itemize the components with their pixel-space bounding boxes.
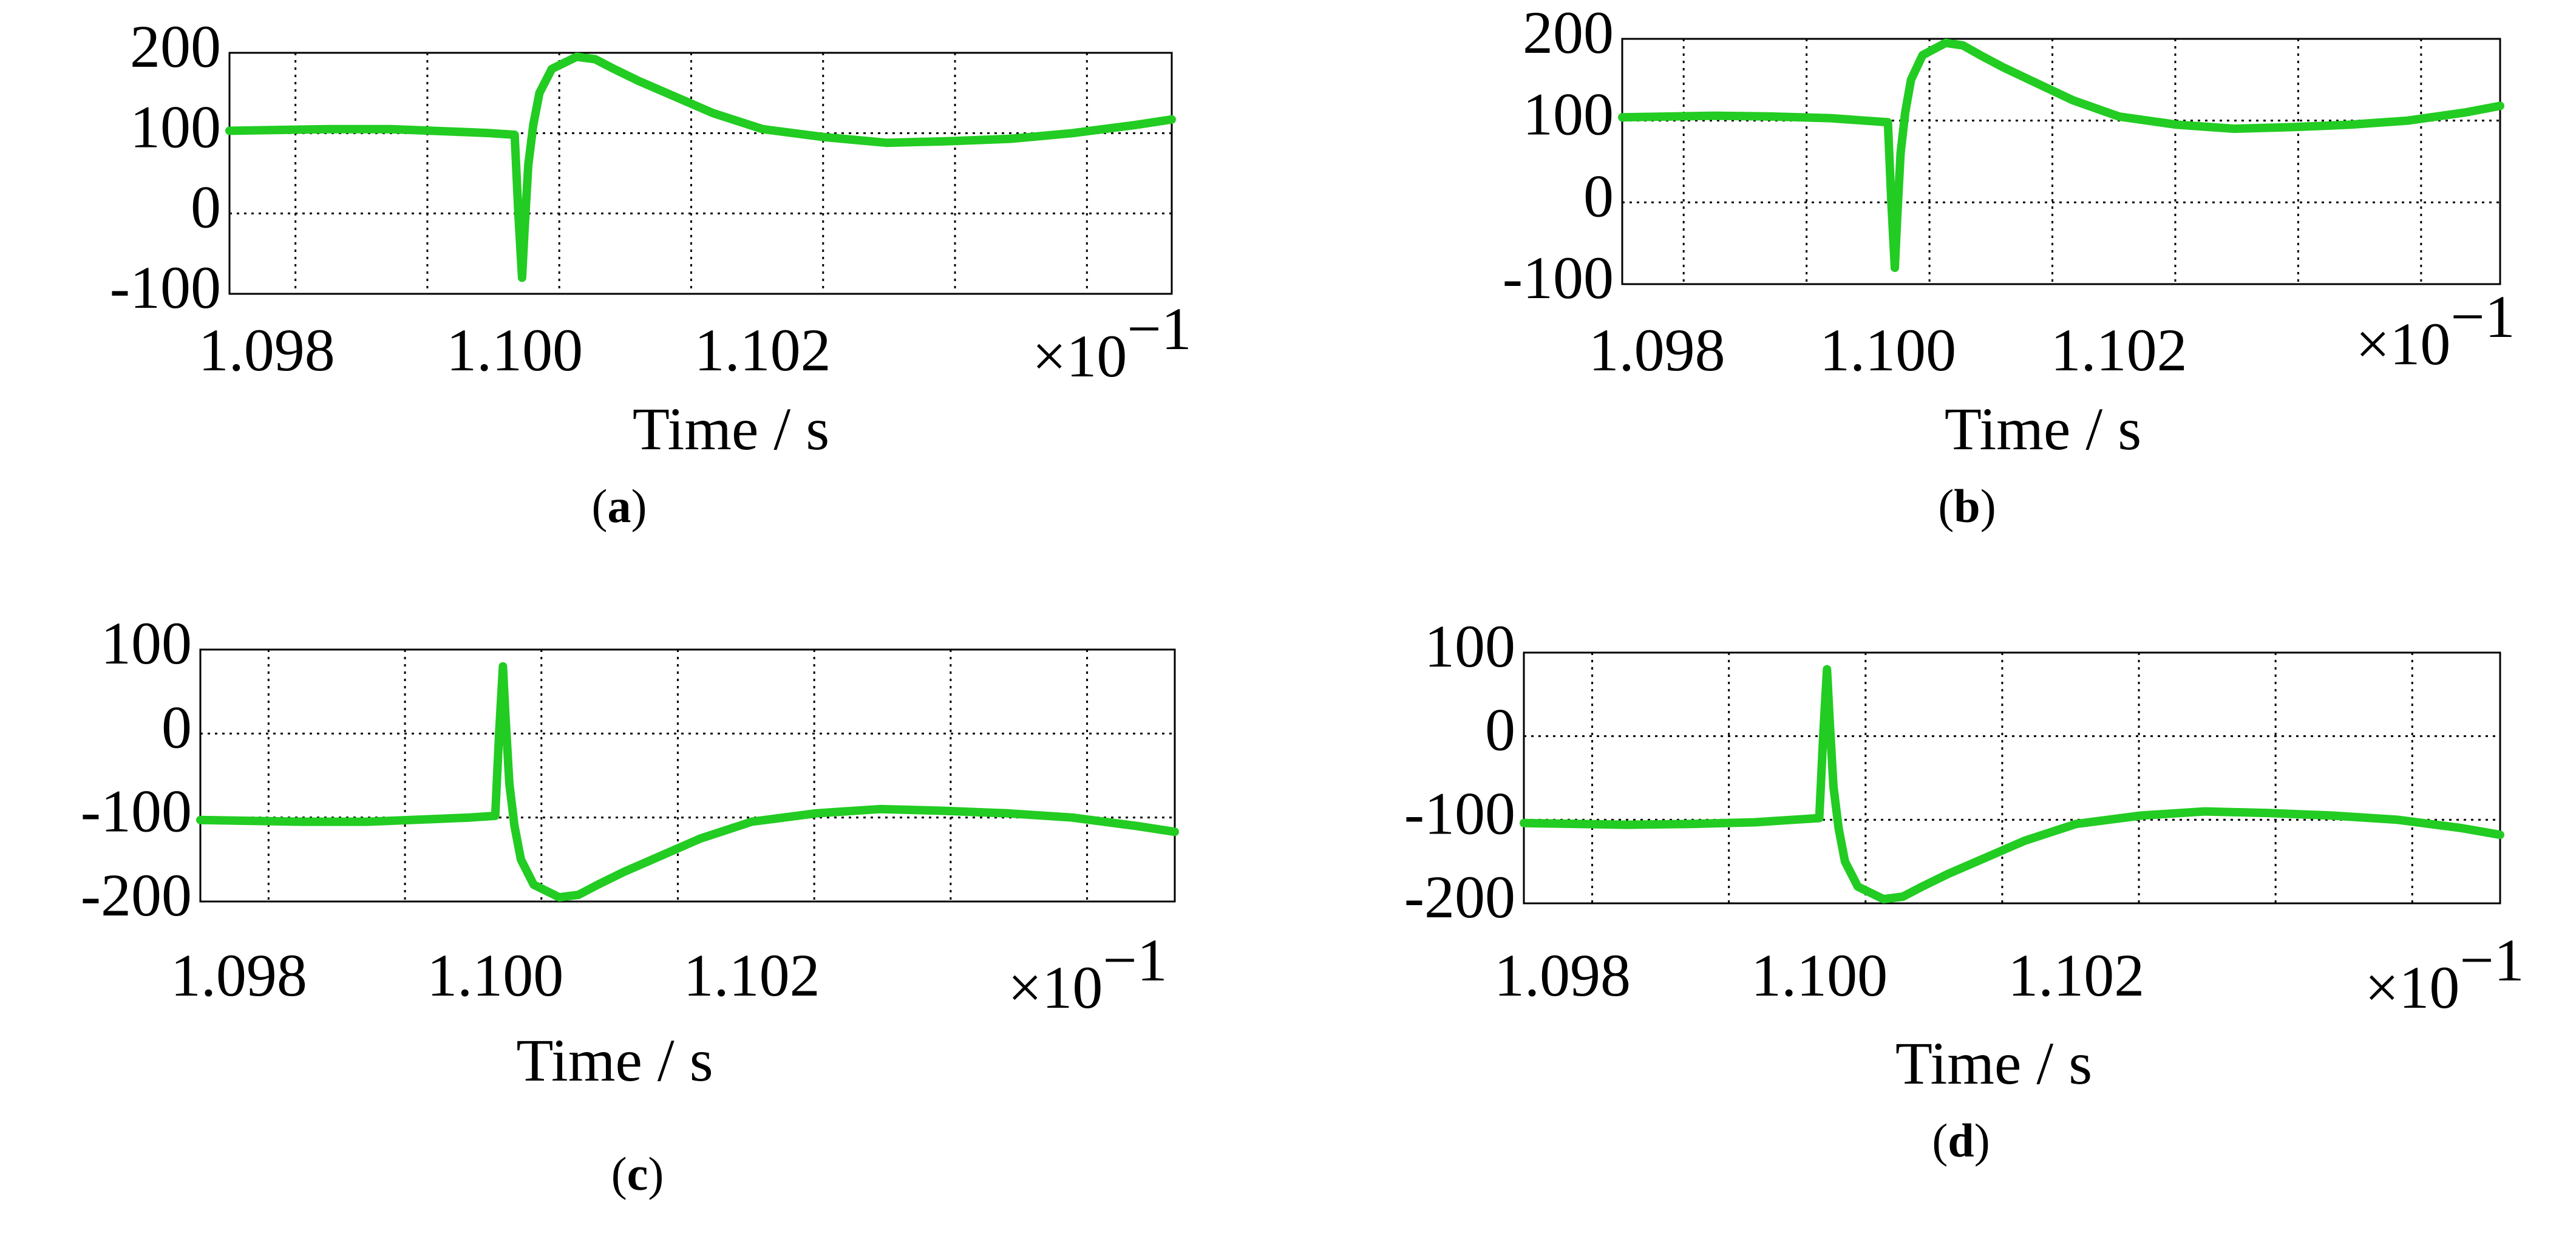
y-tick-label: -100: [81, 778, 192, 845]
panel-label: (b): [1938, 480, 1996, 532]
x-tick-label: 1.098: [1494, 942, 1631, 1009]
x-tick-label: 1.102: [684, 942, 820, 1009]
series-line: [196, 662, 1179, 902]
series-line: [1618, 38, 2504, 273]
x-multiplier-exponent: −1: [1127, 295, 1191, 362]
x-tick-label: 1.100: [1820, 316, 1956, 384]
y-tick-label: 0: [1485, 696, 1515, 764]
x-tick-label: 1.100: [427, 942, 563, 1009]
plot-frame: [228, 52, 1173, 295]
x-tick-label: 1.102: [695, 316, 831, 384]
series-line: [1520, 665, 2504, 904]
y-tick-label: -100: [110, 254, 221, 321]
plot-frame: [1621, 38, 2501, 285]
y-tick-label: 200: [130, 13, 221, 80]
y-tick-label: 200: [1523, 0, 1614, 66]
x-tick-label: 1.098: [171, 942, 307, 1009]
x-tick-label: 1.102: [2051, 316, 2187, 384]
x-multiplier-exponent: −1: [1103, 926, 1167, 994]
x-tick-label: 1.100: [1751, 942, 1888, 1009]
panel-label: (a): [592, 480, 647, 532]
y-tick-label: 0: [191, 174, 221, 241]
x-multiplier-label: ×10−1: [2356, 283, 2515, 378]
x-tick-label: 1.098: [199, 316, 335, 384]
panel-d: 100 0 -100 -200 1.098 1.100 1.102 ×10−1 Time / s…: [1404, 613, 2524, 1167]
y-tick-label: -100: [1404, 779, 1515, 847]
plot-frame: [1523, 651, 2501, 905]
plot-frame: [199, 648, 1176, 903]
panel-label: (c): [611, 1147, 664, 1200]
y-tick-label: 0: [161, 693, 192, 761]
y-tick-label: -200: [1404, 863, 1515, 931]
x-axis-label: Time / s: [633, 395, 829, 463]
x-axis-label: Time / s: [516, 1027, 713, 1094]
x-multiplier-label: ×10−1: [1032, 295, 1192, 390]
y-tick-label: 100: [1424, 613, 1515, 680]
x-axis-label: Time / s: [1945, 395, 2141, 463]
panel-c: 100 0 -100 -200 1.098 1.100 1.102 ×10−1 Time / s…: [81, 610, 1179, 1200]
series-line: [225, 52, 1176, 282]
x-multiplier-exponent: −1: [2459, 926, 2524, 994]
y-tick-label: -100: [1503, 244, 1614, 311]
x-multiplier-label: ×10−1: [1008, 926, 1167, 1021]
y-tick-label: -200: [81, 861, 192, 929]
y-tick-label: 0: [1583, 162, 1614, 229]
x-axis-label: Time / s: [1895, 1030, 2092, 1097]
x-tick-label: 1.100: [446, 316, 583, 384]
x-multiplier-label: ×10−1: [2365, 926, 2524, 1021]
y-tick-label: 100: [101, 610, 192, 677]
x-tick-label: 1.098: [1589, 316, 1725, 384]
y-tick-label: 100: [130, 93, 221, 160]
x-tick-label: 1.102: [2008, 942, 2144, 1009]
panel-label: (d): [1932, 1114, 1990, 1167]
x-multiplier-exponent: −1: [2450, 283, 2515, 350]
y-tick-label: 100: [1523, 81, 1614, 148]
